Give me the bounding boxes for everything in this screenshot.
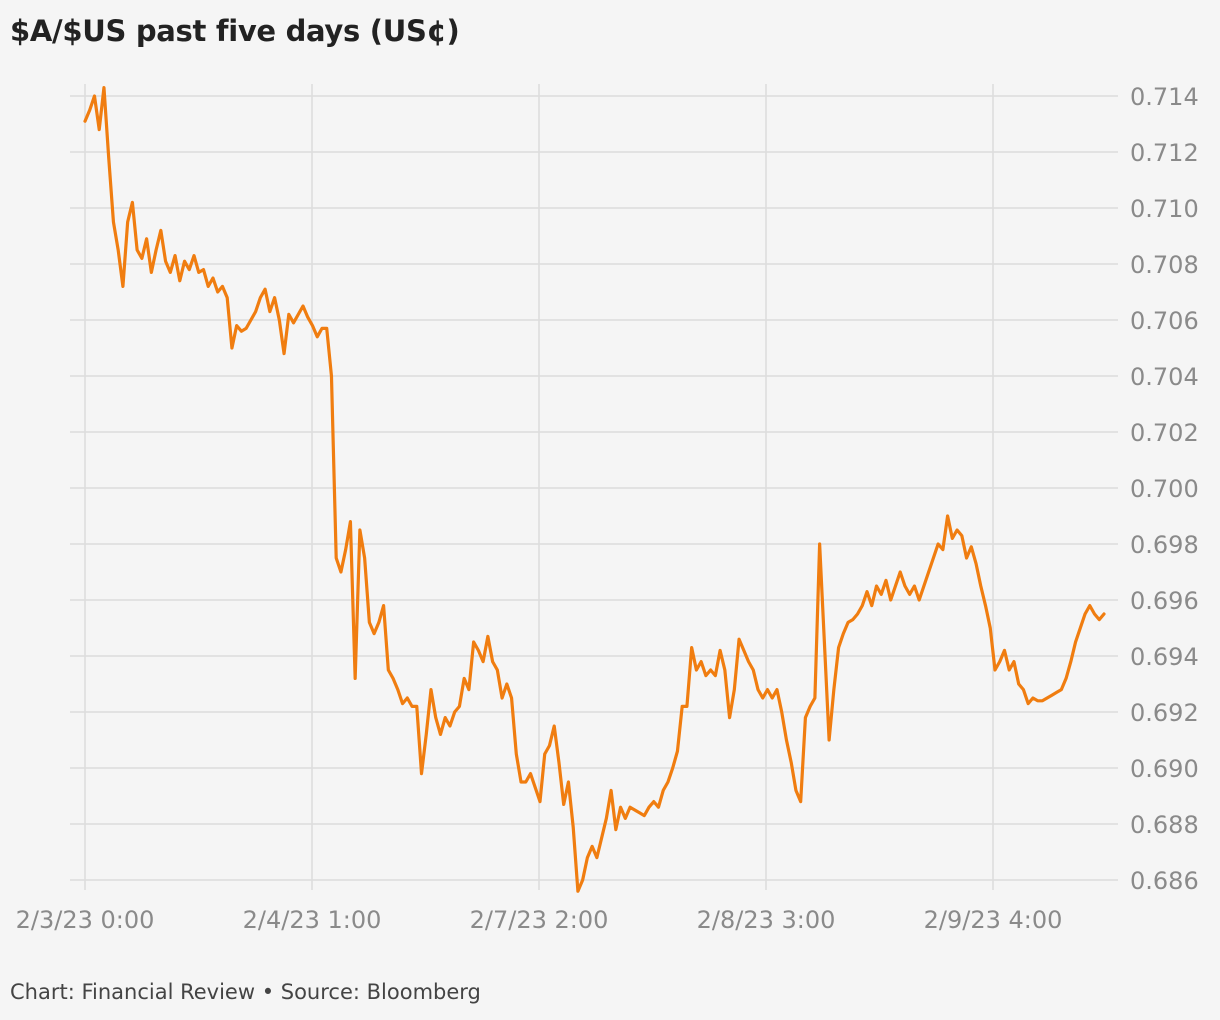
x-tick-label: 2/4/23 1:00 (243, 906, 382, 934)
chart-source-credit: Chart: Financial Review • Source: Bloomb… (10, 980, 481, 1004)
x-tick-label: 2/7/23 2:00 (470, 906, 609, 934)
chart-title: $A/$US past five days (US¢) (10, 14, 460, 48)
line-chart: 0.714 0.712 0.710 0.708 0.706 0.704 0.702 0.700… (16, 83, 1199, 934)
x-axis-tick-labels: 2/3/23 0:00 2/4/23 1:00 2/7/23 2:00 2/8/23 … (16, 906, 1063, 934)
y-tick-label: 0.688 (1130, 811, 1199, 839)
x-tick-label: 2/9/23 4:00 (924, 906, 1063, 934)
x-tick-label: 2/8/23 3:00 (697, 906, 836, 934)
y-gridlines (70, 95, 1118, 881)
x-gridlines (84, 84, 994, 890)
y-tick-label: 0.702 (1130, 419, 1199, 447)
x-tick-label: 2/3/23 0:00 (16, 906, 155, 934)
y-tick-label: 0.704 (1130, 363, 1199, 391)
y-tick-label: 0.706 (1130, 307, 1199, 335)
y-axis-tick-labels: 0.714 0.712 0.710 0.708 0.706 0.704 0.702 0.700… (1130, 83, 1199, 895)
y-tick-label: 0.690 (1130, 755, 1199, 783)
y-tick-label: 0.698 (1130, 531, 1199, 559)
y-tick-label: 0.710 (1130, 195, 1199, 223)
y-tick-label: 0.700 (1130, 475, 1199, 503)
y-tick-label: 0.708 (1130, 251, 1199, 279)
y-tick-label: 0.692 (1130, 699, 1199, 727)
y-tick-label: 0.686 (1130, 867, 1199, 895)
y-tick-label: 0.712 (1130, 139, 1199, 167)
y-tick-label: 0.694 (1130, 643, 1199, 671)
y-tick-label: 0.696 (1130, 587, 1199, 615)
series-line (83, 86, 1106, 893)
y-tick-label: 0.714 (1130, 83, 1199, 111)
